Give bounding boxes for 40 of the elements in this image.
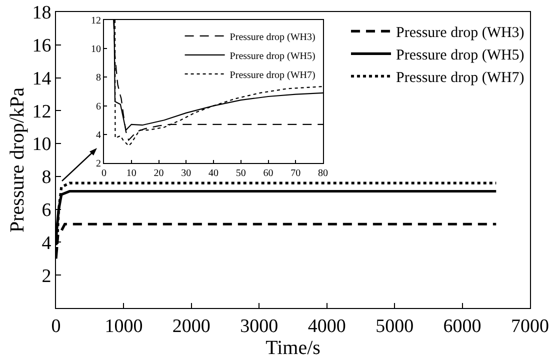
x-tick-label: 40 [208,168,218,179]
y-axis-title: Pressure drop/kPa [6,87,29,232]
y-tick-label: 14 [32,68,52,90]
legend-label: Pressure drop (WH7) [230,70,316,81]
y-tick-label: 8 [42,167,52,188]
x-tick-label: 3000 [240,316,278,337]
x-tick-label: 5000 [376,316,414,337]
y-tick-label: 10 [91,44,101,56]
x-tick-label: 4000 [308,316,346,337]
y-tick-label: 2 [96,158,101,170]
x-tick-label: 7000 [511,316,549,337]
x-tick-label: 0 [51,316,61,337]
x-tick-label: 30 [181,168,192,179]
y-tick-label: 12 [32,101,52,122]
y-tick-label: 16 [32,36,52,57]
y-tick-label: 18 [32,2,52,24]
x-tick-label: 0 [102,168,106,179]
y-tick-label: 6 [42,200,52,221]
x-tick-label: 1000 [104,316,143,337]
y-tick-label: 6 [96,101,101,112]
legend-label: Pressure drop (WH3) [396,25,524,42]
x-tick-label: 60 [263,168,274,179]
legend-label: Pressure drop (WH7) [396,70,524,86]
x-tick-label: 50 [236,168,246,179]
x-tick-label: 70 [290,168,301,179]
y-tick-label: 10 [32,134,52,156]
x-tick-label: 10 [126,168,136,179]
legend-label: Pressure drop (WH3) [230,32,316,43]
y-tick-label: 2 [42,266,52,287]
x-tick-label: 6000 [443,316,482,337]
y-tick-label: 4 [96,130,101,141]
x-tick-label: 80 [318,168,328,179]
x-tick-label: 2000 [172,316,210,337]
y-tick-label: 12 [91,16,101,26]
y-tick-label: 4 [42,232,52,254]
x-axis-title: Time/s [266,336,321,359]
x-tick-label: 20 [154,168,164,179]
y-tick-label: 8 [96,72,101,84]
legend-label: Pressure drop (WH5) [230,50,316,62]
legend-label: Pressure drop (WH5) [396,48,524,64]
